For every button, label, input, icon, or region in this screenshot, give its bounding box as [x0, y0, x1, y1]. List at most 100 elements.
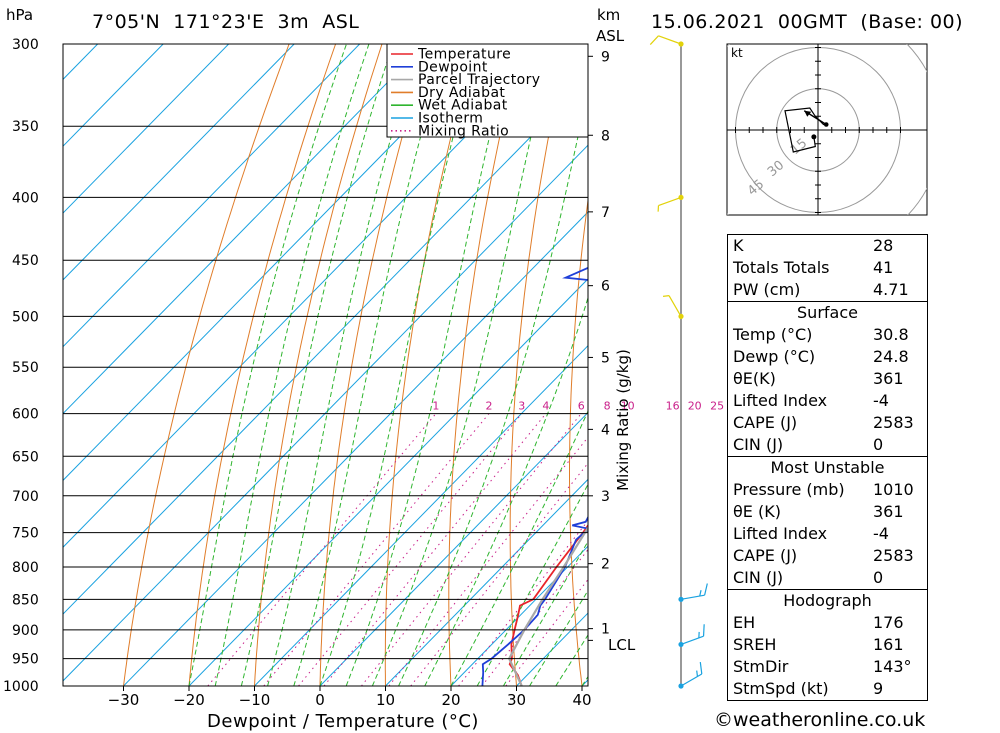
mixing-ratio-label: 25 — [710, 400, 724, 413]
mixing-ratio-label: 4 — [542, 400, 549, 413]
wet-adiabat — [319, 44, 478, 686]
location-title: 7°05'N 171°23'E 3m ASL — [92, 11, 360, 33]
storm-motion-dot — [823, 122, 829, 127]
isotherm-line — [188, 278, 588, 686]
profile-parcel-trajectory — [507, 525, 588, 686]
hodograph-section: Hodograph EH 176 SREH 161 StmDir 143° StmSpd (… — [728, 589, 927, 700]
pressure-tick-label: 900 — [12, 623, 39, 639]
isotherm-line — [63, 44, 361, 348]
pressure-tick-label: 450 — [12, 253, 39, 269]
wind-barb-flag — [696, 670, 699, 677]
most-unstable-value: 361 — [873, 502, 904, 521]
isotherm-line — [319, 411, 588, 686]
most-unstable-row: Pressure (mb) 1010 — [728, 479, 927, 501]
most-unstable-row: θE (K) 361 — [728, 501, 927, 523]
surface-section: Surface Temp (°C) 30.8 Dewp (°C) 24.8 θE(K) 3… — [728, 301, 927, 456]
index-label: PW (cm) — [733, 280, 801, 299]
legend-entry: Wet Adiabat — [418, 98, 508, 114]
pressure-tick-label: 850 — [12, 592, 39, 608]
wind-barb-dot — [678, 596, 684, 602]
wet-adiabat — [502, 540, 588, 686]
index-row: PW (cm) 4.71 — [728, 279, 927, 301]
mixing-ratio-label: 2 — [486, 400, 493, 413]
dry-adiabat — [123, 44, 290, 686]
legend-entry: Dry Adiabat — [418, 85, 505, 101]
hodograph-row: EH 176 — [728, 612, 927, 634]
indices-table: K 28 Totals Totals 41 PW (cm) 4.71 Surface Te… — [727, 234, 928, 701]
legend-entry: Parcel Trajectory — [418, 72, 540, 88]
storm-motion-arrowhead — [804, 110, 812, 117]
km-tick-label: 6 — [601, 279, 610, 295]
wind-barb-flag — [704, 583, 708, 596]
legend-entry: Temperature — [417, 47, 511, 63]
most-unstable-value: -4 — [873, 524, 889, 543]
mixing-ratio-line — [263, 413, 490, 686]
temperature-tick-label: −10 — [239, 691, 271, 709]
temperature-tick-label: 40 — [572, 691, 591, 709]
temperature-tick-label: 20 — [441, 691, 460, 709]
wet-adiabat — [188, 44, 347, 686]
mixing-ratio-line — [298, 413, 523, 686]
hodograph-row: StmSpd (kt) 9 — [728, 678, 927, 700]
surface-value: 24.8 — [873, 347, 909, 366]
surface-row: CAPE (J) 2583 — [728, 412, 927, 434]
hodograph-label: EH — [733, 613, 756, 632]
index-row: K 28 — [728, 235, 927, 257]
date-title: 15.06.2021 00GMT (Base: 00) — [651, 11, 964, 33]
mixing-ratio-label: 3 — [518, 400, 525, 413]
legend-entry: Dewpoint — [418, 59, 488, 75]
km-tick-label: 9 — [601, 49, 610, 65]
surface-row: CIN (J) 0 — [728, 434, 927, 456]
wet-adiabat — [450, 409, 588, 686]
surface-row: θE(K) 361 — [728, 368, 927, 390]
km-tick-label: 8 — [601, 128, 610, 144]
most-unstable-section: Most Unstable Pressure (mb) 1010 θE (K) 361… — [728, 456, 927, 589]
most-unstable-row: Lifted Index -4 — [728, 523, 927, 545]
wind-barb-shaft — [658, 196, 682, 207]
most-unstable-row: CIN (J) 0 — [728, 567, 927, 589]
hodograph-table-title: Hodograph — [783, 591, 872, 610]
legend-entry: Mixing Ratio — [418, 123, 509, 139]
wet-adiabat — [476, 483, 588, 686]
wind-barb-shaft — [680, 594, 705, 600]
mixing-ratio-line — [410, 462, 588, 686]
isotherm-line — [385, 478, 588, 686]
surface-value: 0 — [873, 435, 884, 454]
surface-value: -4 — [873, 391, 889, 410]
wet-adiabat — [293, 44, 447, 686]
surface-row: Temp (°C) 30.8 — [728, 324, 927, 346]
legend-box — [386, 43, 589, 138]
x-axis-label: Dewpoint / Temperature (°C) — [207, 711, 479, 732]
most-unstable-value: 2583 — [873, 546, 914, 565]
dry-adiabat — [319, 44, 429, 686]
most-unstable-label: Pressure (mb) — [733, 480, 845, 499]
temperature-tick-label: 30 — [507, 691, 526, 709]
wet-adiabat — [424, 296, 588, 686]
index-label: Totals Totals — [733, 258, 830, 277]
isotherm-line — [63, 44, 492, 482]
km-tick-label: 7 — [601, 205, 610, 221]
isotherm-line — [63, 77, 588, 615]
mixing-ratio-label: 1 — [432, 400, 439, 413]
isotherm-line — [63, 44, 295, 281]
surface-title: Surface — [797, 303, 858, 322]
dry-adiabat — [254, 44, 383, 686]
hodograph-trace — [784, 107, 827, 153]
index-value: 28 — [873, 236, 894, 255]
hodograph-value: 143° — [873, 657, 912, 676]
most-unstable-value: 1010 — [873, 480, 914, 499]
surface-label: Dewp (°C) — [733, 347, 816, 366]
dry-adiabat — [939, 44, 1000, 686]
wind-barb-shaft — [668, 295, 682, 317]
wet-adiabat — [240, 44, 394, 686]
most-unstable-value: 0 — [873, 568, 884, 587]
mixing-ratio-axis-label: Mixing Ratio (g/kg) — [614, 349, 632, 491]
temperature-tick-label: 10 — [376, 691, 395, 709]
surface-label: CAPE (J) — [733, 413, 798, 432]
most-unstable-row: CAPE (J) 2583 — [728, 545, 927, 567]
dry-adiabat — [986, 44, 1000, 686]
mixing-ratio-label: 6 — [578, 400, 585, 413]
km-label: km — [597, 6, 621, 24]
